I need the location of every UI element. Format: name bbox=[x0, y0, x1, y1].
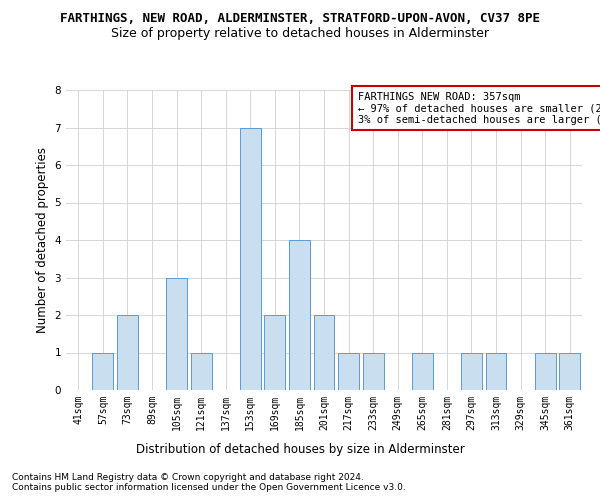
Bar bbox=[338, 352, 359, 390]
Bar bbox=[485, 352, 506, 390]
Bar bbox=[166, 278, 187, 390]
Bar bbox=[265, 315, 286, 390]
Text: Size of property relative to detached houses in Alderminster: Size of property relative to detached ho… bbox=[111, 28, 489, 40]
Bar bbox=[191, 352, 212, 390]
Bar bbox=[240, 128, 261, 390]
Bar bbox=[412, 352, 433, 390]
Y-axis label: Number of detached properties: Number of detached properties bbox=[36, 147, 49, 333]
Bar bbox=[289, 240, 310, 390]
Text: FARTHINGS NEW ROAD: 357sqm
← 97% of detached houses are smaller (29)
3% of semi-: FARTHINGS NEW ROAD: 357sqm ← 97% of deta… bbox=[358, 92, 600, 124]
Bar bbox=[535, 352, 556, 390]
Text: FARTHINGS, NEW ROAD, ALDERMINSTER, STRATFORD-UPON-AVON, CV37 8PE: FARTHINGS, NEW ROAD, ALDERMINSTER, STRAT… bbox=[60, 12, 540, 26]
Text: Distribution of detached houses by size in Alderminster: Distribution of detached houses by size … bbox=[136, 442, 464, 456]
Text: Contains HM Land Registry data © Crown copyright and database right 2024.: Contains HM Land Registry data © Crown c… bbox=[12, 472, 364, 482]
Bar bbox=[117, 315, 138, 390]
Bar bbox=[314, 315, 334, 390]
Bar bbox=[362, 352, 383, 390]
Bar bbox=[92, 352, 113, 390]
Bar bbox=[461, 352, 482, 390]
Text: Contains public sector information licensed under the Open Government Licence v3: Contains public sector information licen… bbox=[12, 484, 406, 492]
Bar bbox=[559, 352, 580, 390]
